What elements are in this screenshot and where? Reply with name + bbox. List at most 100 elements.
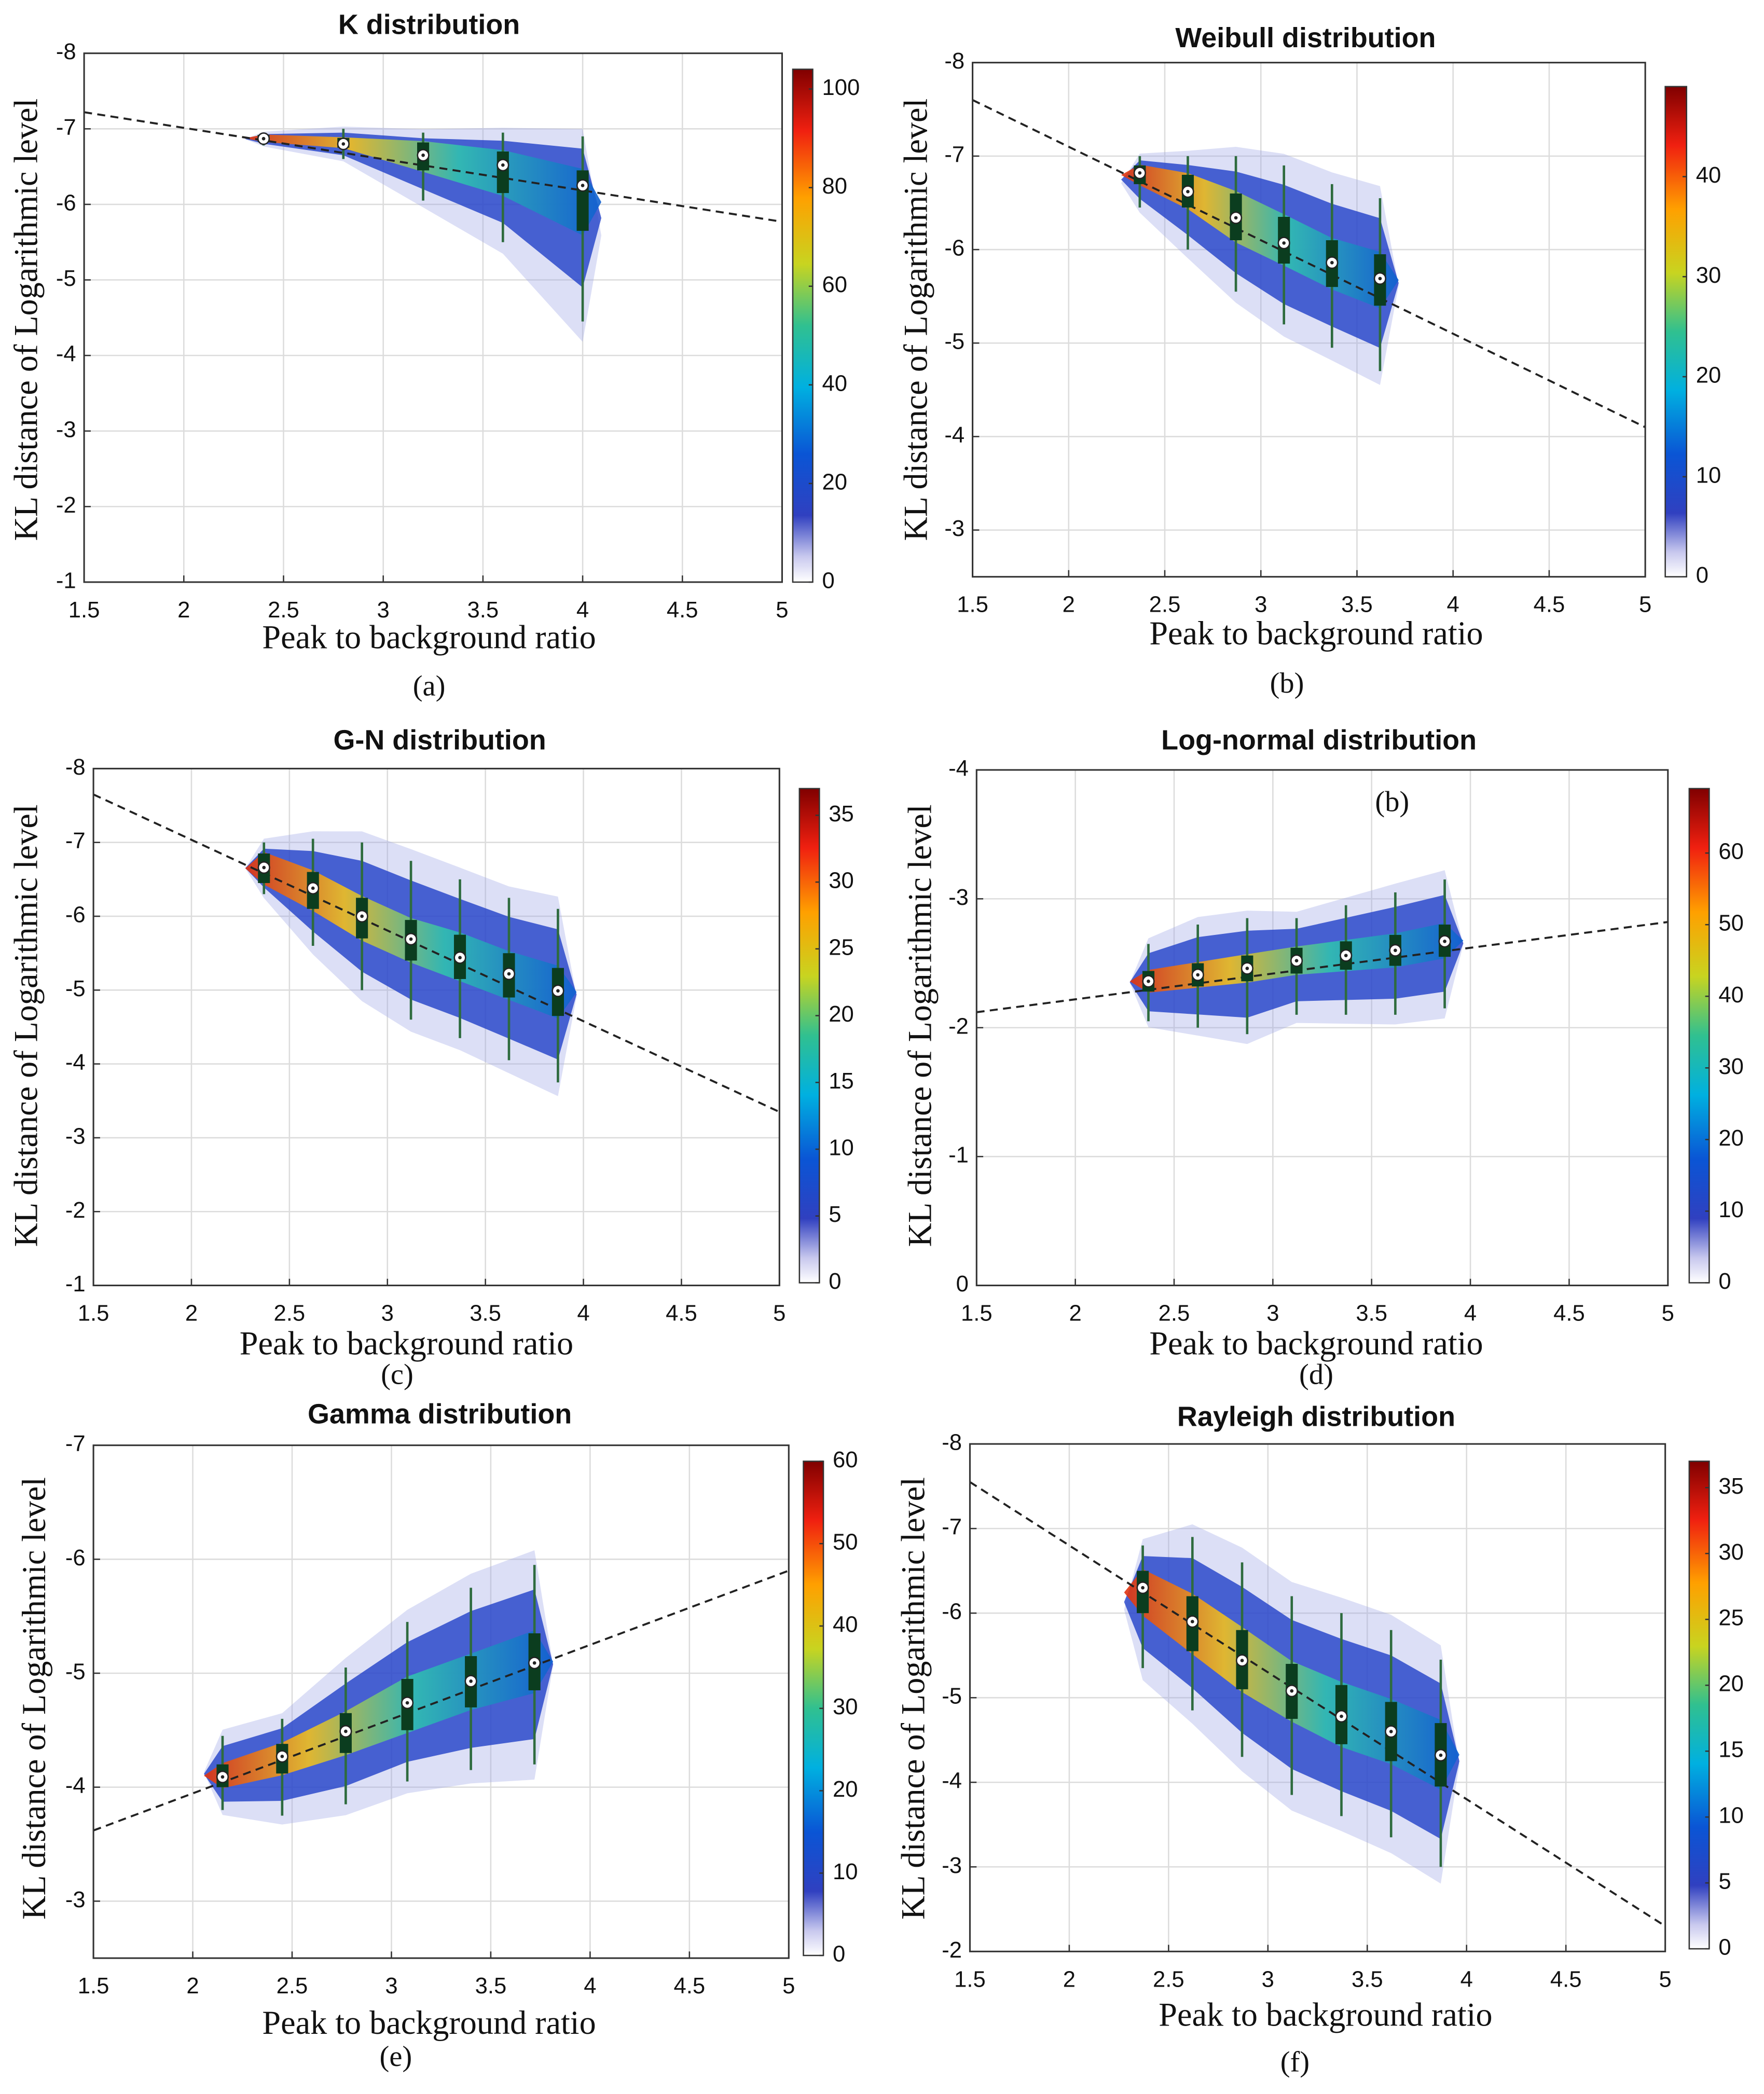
x-tick-label: 3.5 (470, 1301, 501, 1326)
median-dot (1240, 1659, 1244, 1662)
y-tick-label: -4 (948, 756, 969, 781)
chart-title: Gamma distribution (308, 1398, 572, 1429)
colorbar-tick-label: 100 (822, 75, 860, 100)
x-tick-label: 4.5 (673, 1973, 705, 1999)
colorbar-tick-label: 40 (822, 370, 847, 396)
colorbar-tick-label: 20 (829, 1001, 854, 1027)
median-dot (1389, 1730, 1393, 1733)
median-dot (1234, 216, 1238, 220)
x-tick-label: 4 (1447, 592, 1459, 617)
colorbar-tick-label: 10 (829, 1135, 854, 1161)
median-dot (360, 914, 364, 918)
median-dot (344, 1729, 348, 1733)
x-tick-label: 4 (1464, 1301, 1477, 1326)
y-axis-label: KL distance of Logarithmic level (898, 99, 934, 541)
colorbar-tick-label: 25 (829, 934, 854, 960)
y-tick-label: -3 (65, 1887, 86, 1912)
x-tick-label: 3.5 (1352, 1966, 1383, 1992)
x-tick-label: 1.5 (78, 1973, 109, 1999)
y-tick-label: -3 (56, 417, 76, 442)
colorbar (1664, 86, 1688, 577)
median-dot (1290, 1689, 1294, 1693)
y-tick-label: -7 (942, 1514, 962, 1540)
y-tick-label: -2 (56, 492, 76, 518)
median-dot (501, 163, 505, 167)
y-tick-label: -5 (65, 976, 86, 1001)
colorbar (1688, 1461, 1710, 1950)
panel: 1.5 2 2.5 3 3.5 4 4.5 5 -8 -7 -6 -5 -4 -3 0 10 20 30 40 Wei… (898, 22, 1721, 699)
median-dot (507, 972, 511, 976)
y-tick-label: -6 (65, 1545, 86, 1570)
median-dot (1330, 260, 1334, 265)
x-tick-label: 3 (385, 1973, 397, 1999)
box (497, 151, 509, 194)
x-tick-label: 4.5 (666, 1301, 697, 1326)
y-tick-label: -5 (65, 1659, 86, 1685)
x-tick-label: 5 (1639, 592, 1651, 617)
median-dot (409, 937, 413, 941)
x-tick-label: 3.5 (475, 1973, 507, 1999)
median-dot (1282, 241, 1286, 245)
trend-line (969, 1481, 1666, 1927)
colorbar-tick-label: 80 (822, 173, 847, 199)
y-tick-label: -7 (944, 142, 964, 167)
median-dot (405, 1701, 409, 1705)
panel: 1.5 2 2.5 3 3.5 4 4.5 5 -8 -7 -6 -5 -4 -3 -2 -1 0 5 10 15 20… (8, 724, 854, 1390)
median-dot (261, 136, 266, 141)
x-axis-label: Peak to background ratio (262, 619, 596, 656)
colorbar-tick-label: 40 (1696, 162, 1721, 188)
y-tick-label: 0 (956, 1271, 969, 1297)
colorbar-tick-label: 50 (1718, 911, 1744, 936)
x-tick-label: 3 (377, 597, 390, 623)
plot-area (972, 62, 1646, 577)
panel: 1.5 2 2.5 3 3.5 4 4.5 5 -4 -3 -2 -1 0 0 10 20 30 40 50 60 Lo… (901, 724, 1744, 1390)
colorbar-tick-label: 60 (833, 1447, 858, 1472)
y-tick-label: -7 (65, 828, 86, 853)
caption: (e) (380, 2041, 412, 2073)
x-tick-label: 5 (1659, 1966, 1672, 1992)
plot-frame (969, 1443, 1666, 1952)
y-tick-label: -5 (56, 266, 76, 291)
y-tick-label: -4 (944, 422, 964, 448)
y-tick-label: -8 (942, 1430, 962, 1455)
panel: 1.5 2 2.5 3 3.5 4 4.5 5 -7 -6 -5 -4 -3 0 10 20 30 40 50 60 G… (16, 1398, 858, 2073)
x-tick-label: 5 (773, 1301, 785, 1326)
median-dot (556, 989, 560, 993)
colorbar-tick-label: 10 (1718, 1803, 1744, 1828)
x-axis-label: Peak to background ratio (262, 2004, 596, 2041)
y-tick-label: -1 (65, 1271, 86, 1297)
x-axis-label: Peak to background ratio (1149, 615, 1483, 652)
x-axis-label: Peak to background ratio (240, 1325, 573, 1361)
y-axis-label: KL distance of Logarithmic level (901, 804, 938, 1247)
plot-frame (92, 767, 780, 1287)
colorbar-tick-label: 30 (1718, 1054, 1744, 1079)
colorbar-tick-label: 0 (1718, 1935, 1731, 1960)
caption: (b) (1270, 667, 1304, 699)
x-tick-label: 2 (1063, 1966, 1076, 1992)
median-dot (1394, 948, 1397, 953)
chart-title: Log-normal distribution (1161, 724, 1477, 755)
colorbar-tick-label: 50 (833, 1530, 858, 1555)
x-tick-label: 3 (1266, 1301, 1279, 1326)
y-tick-label: -4 (56, 341, 76, 367)
y-tick-label: -6 (56, 190, 76, 215)
colorbar-tick-label: 0 (1718, 1269, 1731, 1294)
x-tick-label: 5 (1662, 1301, 1674, 1326)
colorbar (1688, 788, 1710, 1284)
colorbar-tick-label: 0 (1696, 562, 1708, 588)
colorbar-tick-label: 5 (829, 1202, 841, 1227)
median-dot (280, 1754, 284, 1758)
colorbar-tick-label: 0 (829, 1269, 841, 1294)
y-tick-label: -3 (948, 885, 969, 910)
median-dot (1439, 1753, 1443, 1757)
plot-frame (975, 769, 1669, 1287)
y-tick-label: -8 (65, 754, 86, 780)
x-tick-label: 1.5 (957, 592, 988, 617)
x-tick-label: 4 (577, 1301, 589, 1326)
x-tick-label: 3 (1255, 592, 1267, 617)
colorbar-tick-label: 10 (1696, 462, 1721, 488)
colorbar-tick-label: 30 (829, 868, 854, 893)
chart-title: Weibull distribution (1175, 22, 1436, 53)
trend-line (84, 111, 782, 223)
colorbar-tick-label: 35 (829, 801, 854, 826)
